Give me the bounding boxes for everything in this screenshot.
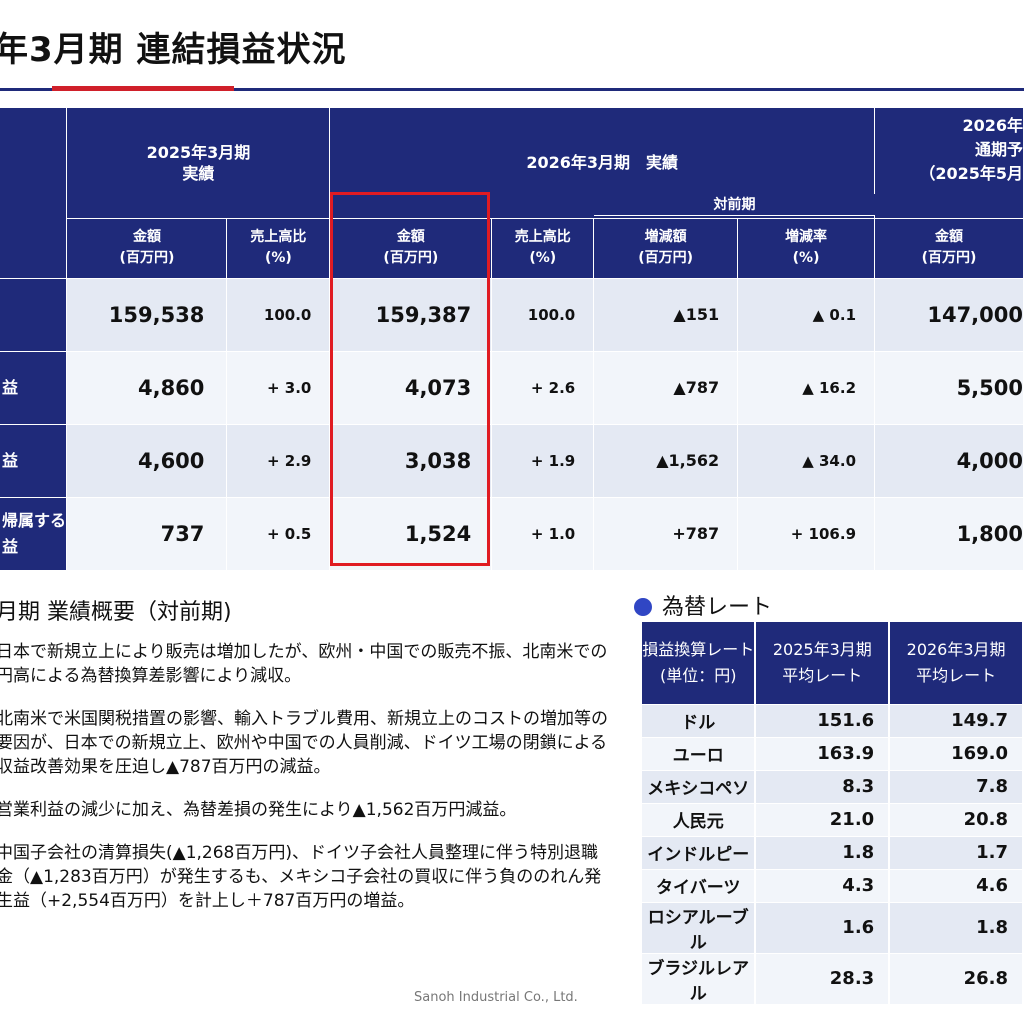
table-row: タイバーツ 4.3 4.6: [642, 869, 1024, 903]
cell-rate: ▲ 0.1: [737, 278, 876, 352]
cell-amount-2025: 159,538: [66, 278, 228, 352]
table-row: インドルピー 1.8 1.7: [642, 836, 1024, 870]
fx-col-2026: 2026年3月期 平均レート: [889, 622, 1024, 705]
yoy-header: 対前期: [594, 194, 875, 216]
col-change: 増減額 (百万円): [593, 218, 739, 279]
cell-ratio-2025: + 3.0: [226, 351, 331, 425]
cell-ratio-2026: + 2.6: [491, 351, 595, 425]
header-2025-actual: 2025年3月期 実績: [66, 108, 331, 219]
table-row: ユーロ 163.9 169.0: [642, 737, 1024, 771]
cell-forecast: 5,500: [874, 351, 1024, 425]
summary-paragraph: 中国子会社の清算損失(▲1,268百万円)、ドイツ子会社人員整理に伴う特別退職金…: [0, 843, 602, 911]
col-amount-2025: 金額 (百万円): [66, 218, 228, 279]
cell-change: ▲787: [593, 351, 739, 425]
highlight-box: [330, 192, 490, 566]
cell-ratio-2025: + 0.5: [226, 497, 331, 571]
cell-change: ▲1,562: [593, 424, 739, 498]
summary-text: 日本で新規立上により販売は増加したが、欧州・中国での販売不振、北南米での円高によ…: [0, 640, 611, 932]
table-row: メキシコペソ 8.3 7.8: [642, 770, 1024, 804]
cell-forecast: 147,000: [874, 278, 1024, 352]
cell-ratio-2026: + 1.9: [491, 424, 595, 498]
col-amount-2026: 金額 (百万円): [329, 218, 493, 279]
fx-col-2025: 2025年3月期 平均レート: [755, 622, 891, 705]
cell-forecast: 1,800: [874, 497, 1024, 571]
summary-title: 月期 業績概要（対前期): [0, 600, 232, 625]
page-title: 年3月期 連結損益状況: [0, 30, 347, 70]
cell-ratio-2025: + 2.9: [226, 424, 331, 498]
cell-ratio-2026: 100.0: [491, 278, 595, 352]
row-label: [0, 278, 68, 352]
summary-paragraph: 営業利益の減少に加え、為替差損の発生により▲1,562百万円減益。: [0, 800, 517, 820]
table-row: 益 4,600 + 2.9 3,038 + 1.9 ▲1,562 ▲ 34.0 …: [0, 424, 1024, 498]
cell-change: +787: [593, 497, 739, 571]
col-ratio-2025: 売上高比 (%): [226, 218, 331, 279]
cell-amount-2025: 737: [66, 497, 228, 571]
cell-amount-2026: 3,038: [329, 424, 493, 498]
cell-amount-2026: 1,524: [329, 497, 493, 571]
bullet-dot-icon: [634, 598, 652, 616]
cell-amount-2026: 4,073: [329, 351, 493, 425]
table-row: 159,538 100.0 159,387 100.0 ▲151 ▲ 0.1 1…: [0, 278, 1024, 352]
row-label: 益: [0, 424, 68, 498]
footer-company: Sanoh Industrial Co., Ltd.: [414, 990, 578, 1005]
title-accent-bar: [52, 86, 234, 91]
col-ratio-2026: 売上高比 (%): [491, 218, 595, 279]
cell-amount-2025: 4,600: [66, 424, 228, 498]
fx-table: 損益換算レート (単位：円) 2025年3月期 平均レート 2026年3月期 平均レー…: [642, 622, 1024, 1005]
table-row: ブラジルレアル 28.3 26.8: [642, 953, 1024, 1005]
cell-ratio-2025: 100.0: [226, 278, 331, 352]
cell-ratio-2026: + 1.0: [491, 497, 595, 571]
col-rate: 増減率 (%): [737, 218, 876, 279]
header-forecast: 2026年 通期予 （2025年5月: [874, 108, 1024, 219]
table-row: 帰属する益 737 + 0.5 1,524 + 1.0 +787 + 106.9…: [0, 497, 1024, 571]
cell-change: ▲151: [593, 278, 739, 352]
cell-forecast: 4,000: [874, 424, 1024, 498]
fx-col-currency: 損益換算レート (単位：円): [642, 622, 757, 705]
row-label: 益: [0, 351, 68, 425]
title-underline: [0, 88, 1024, 91]
cell-rate: + 106.9: [737, 497, 876, 571]
cell-rate: ▲ 34.0: [737, 424, 876, 498]
fx-title: 為替レート: [634, 589, 772, 621]
table-row: 益 4,860 + 3.0 4,073 + 2.6 ▲787 ▲ 16.2 5,…: [0, 351, 1024, 425]
col-amount-forecast: 金額 (百万円): [874, 218, 1024, 279]
summary-paragraph: 日本で新規立上により販売は増加したが、欧州・中国での販売不振、北南米での円高によ…: [0, 642, 608, 686]
pl-table: 2025年3月期 実績 2026年3月期 実績 2026年 通期予 （2025年5月 …: [0, 108, 1024, 571]
header-blank: [0, 108, 68, 279]
summary-paragraph: 北南米で米国関税措置の影響、輸入トラブル費用、新規立上のコストの増加等の要因が、…: [0, 709, 608, 777]
cell-rate: ▲ 16.2: [737, 351, 876, 425]
cell-amount-2025: 4,860: [66, 351, 228, 425]
cell-amount-2026: 159,387: [329, 278, 493, 352]
table-row: ロシアルーブル 1.6 1.8: [642, 902, 1024, 954]
table-row: 人民元 21.0 20.8: [642, 803, 1024, 837]
row-label: 帰属する益: [0, 497, 68, 571]
table-row: ドル 151.6 149.7: [642, 704, 1024, 738]
